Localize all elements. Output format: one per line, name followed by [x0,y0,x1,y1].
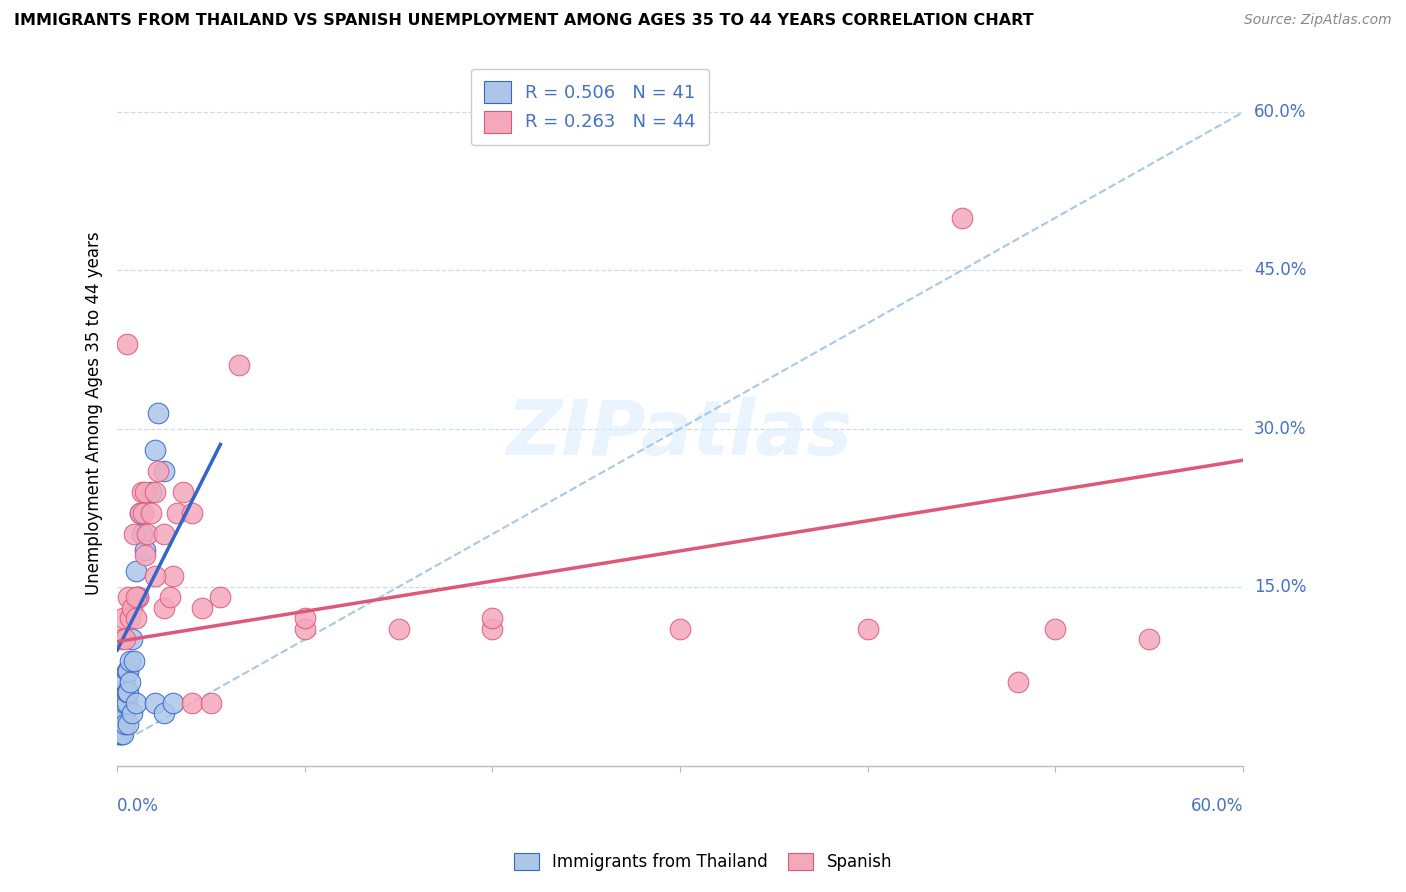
Point [388,622,411,636]
Point [134,548,156,562]
Point [125,696,148,710]
Point [1007,674,1029,689]
Point [114,716,136,731]
Point [115,664,138,678]
Point [117,591,139,605]
Point [121,600,143,615]
Point [481,611,503,625]
Point [172,484,194,499]
Point [131,527,153,541]
Point [110,696,132,710]
Point [120,654,142,668]
Point [110,727,132,741]
Point [153,600,176,615]
Point [153,527,176,541]
Text: 60.0%: 60.0% [1191,797,1243,814]
Point [148,464,170,478]
Text: 45.0%: 45.0% [1254,261,1306,279]
Point [162,696,184,710]
Text: 30.0%: 30.0% [1254,419,1306,438]
Point [294,611,316,625]
Point [200,696,222,710]
Point [108,706,131,721]
Point [111,706,134,721]
Point [209,591,232,605]
Point [121,632,143,647]
Point [111,685,134,699]
Point [143,569,166,583]
Point [128,506,150,520]
Point [127,591,149,605]
Point [127,591,149,605]
Point [148,406,170,420]
Point [181,696,204,710]
Point [134,542,156,557]
Point [143,696,166,710]
Point [110,727,132,741]
Point [121,706,143,721]
Point [122,654,145,668]
Point [1045,622,1067,636]
Text: ZIPatlas: ZIPatlas [508,397,853,471]
Point [190,600,212,615]
Point [111,611,134,625]
Point [122,527,145,541]
Point [143,442,166,457]
Point [134,484,156,499]
Y-axis label: Unemployment Among Ages 35 to 44 years: Unemployment Among Ages 35 to 44 years [86,231,103,595]
Point [143,484,166,499]
Point [120,611,142,625]
Point [481,622,503,636]
Point [166,506,188,520]
Point [139,506,162,520]
Point [111,727,134,741]
Point [114,674,136,689]
Point [125,591,148,605]
Point [110,632,132,647]
Point [128,506,150,520]
Point [110,716,132,731]
Point [114,632,136,647]
Point [117,716,139,731]
Point [856,622,879,636]
Text: IMMIGRANTS FROM THAILAND VS SPANISH UNEMPLOYMENT AMONG AGES 35 TO 44 YEARS CORRE: IMMIGRANTS FROM THAILAND VS SPANISH UNEM… [14,13,1033,29]
Point [115,685,138,699]
Point [108,716,131,731]
Point [117,664,139,678]
Point [1137,632,1160,647]
Point [117,685,139,699]
Point [159,591,181,605]
Point [115,696,138,710]
Point [181,506,204,520]
Point [136,527,159,541]
Point [669,622,692,636]
Point [114,696,136,710]
Point [153,706,176,721]
Point [294,622,316,636]
Point [950,211,973,225]
Text: 15.0%: 15.0% [1254,578,1306,596]
Point [125,611,148,625]
Point [132,506,155,520]
Point [114,706,136,721]
Point [108,727,131,741]
Point [139,484,162,499]
Point [111,696,134,710]
Point [110,706,132,721]
Legend: R = 0.506   N = 41, R = 0.263   N = 44: R = 0.506 N = 41, R = 0.263 N = 44 [471,69,709,145]
Text: 60.0%: 60.0% [1254,103,1306,121]
Text: 0.0%: 0.0% [117,797,159,814]
Point [120,674,142,689]
Point [153,464,176,478]
Point [115,337,138,351]
Legend: Immigrants from Thailand, Spanish: Immigrants from Thailand, Spanish [506,845,900,880]
Point [111,716,134,731]
Point [131,484,153,499]
Point [228,359,250,373]
Point [125,564,148,578]
Text: Source: ZipAtlas.com: Source: ZipAtlas.com [1244,13,1392,28]
Point [162,569,184,583]
